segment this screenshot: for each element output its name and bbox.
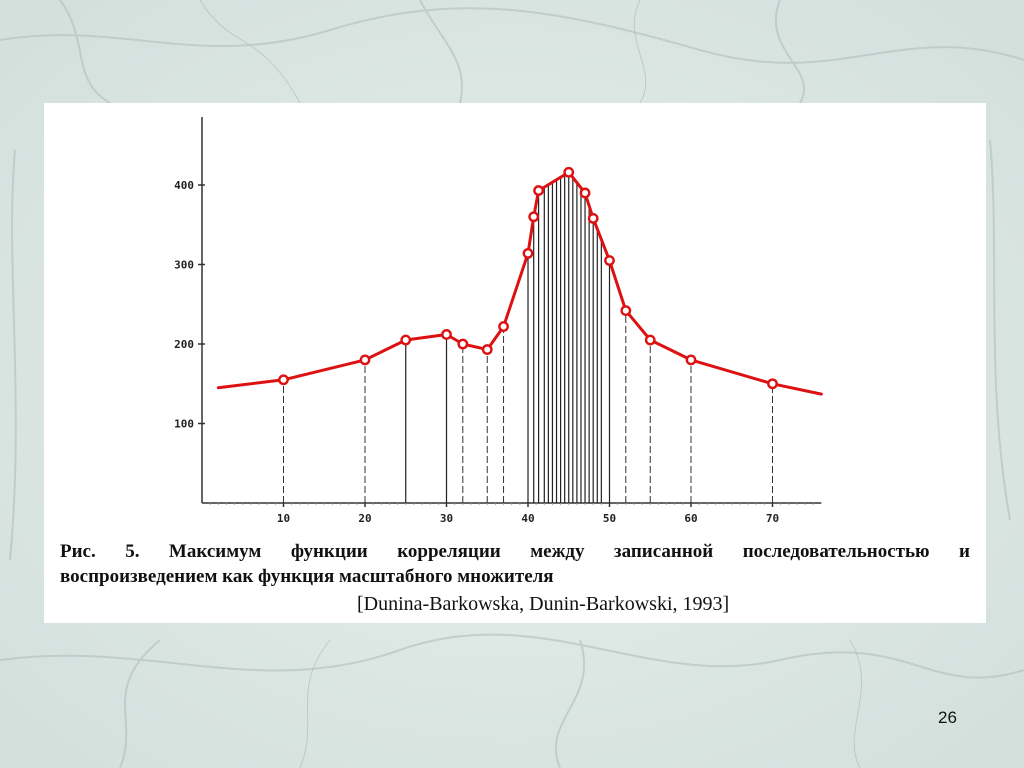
figure-caption-line-1: Рис. 5. Максимум функции корреляции межд…	[60, 541, 970, 562]
data-point	[579, 187, 591, 199]
correlation-curve	[216, 170, 823, 396]
figure-panel: 100 200 300 400 10 20 30 40 50 60 70 Рис. 5. Макси…	[44, 103, 986, 623]
x-tick-label: 70	[766, 512, 779, 525]
x-tick-label: 20	[358, 512, 371, 525]
data-point	[587, 212, 599, 224]
y-tick-label: 100	[174, 418, 194, 431]
x-tick-label: 30	[440, 512, 453, 525]
data-point	[441, 329, 452, 340]
data-point	[533, 185, 544, 196]
data-point	[644, 334, 656, 346]
data-point	[620, 305, 632, 317]
x-tick-label: 40	[521, 512, 534, 525]
x-tick-label: 60	[684, 512, 697, 525]
slide-number: 26	[938, 708, 957, 727]
y-tick-label: 400	[174, 179, 194, 192]
data-point	[457, 338, 469, 350]
x-tick-label: 50	[603, 512, 616, 525]
data-point	[563, 166, 575, 178]
data-point	[528, 211, 540, 223]
x-tick-label: 10	[277, 512, 290, 525]
y-tick-label: 300	[174, 259, 194, 272]
data-point	[359, 354, 371, 366]
correlation-chart: 100 200 300 400 10 20 30 40 50 60 70	[174, 117, 823, 525]
data-point	[685, 354, 697, 366]
y-tick-label: 200	[174, 338, 194, 351]
data-point	[481, 344, 493, 355]
data-point	[278, 374, 289, 386]
data-point	[498, 321, 509, 332]
data-point	[400, 334, 412, 346]
figure-citation: [Dunina-Barkowska, Dunin-Barkowski, 1993…	[357, 593, 730, 615]
data-point	[767, 378, 778, 390]
data-point	[522, 247, 534, 259]
data-point	[604, 255, 615, 266]
figure-caption-line-2: воспроизведением как функция масштабного…	[60, 566, 554, 587]
